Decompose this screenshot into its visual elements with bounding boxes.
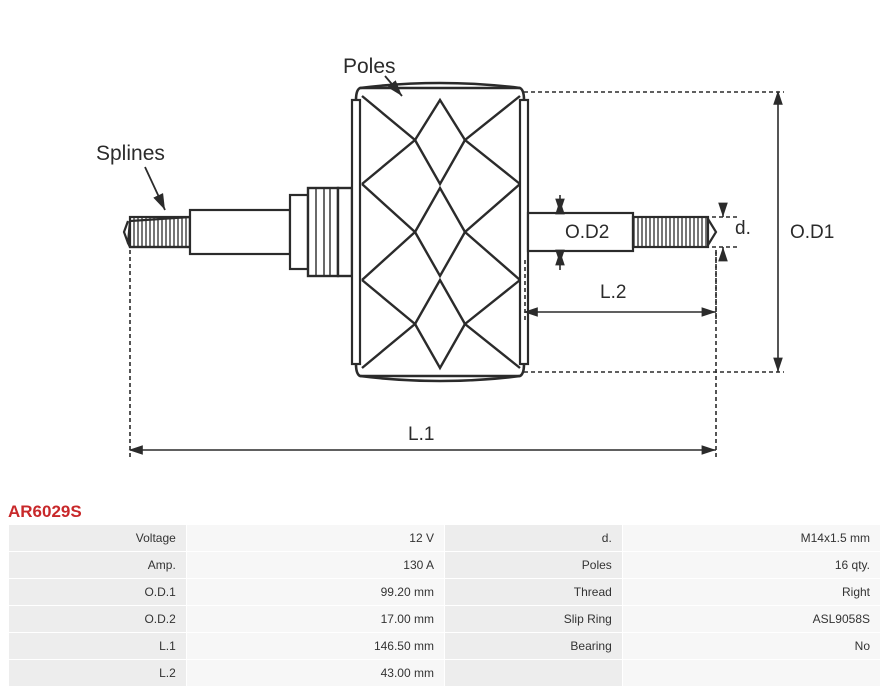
spec-value: No: [623, 633, 880, 659]
table-row: L.1146.50 mmBearingNo: [9, 633, 880, 659]
label-l1: L.1: [408, 424, 434, 446]
spec-value: 16 qty.: [623, 552, 880, 578]
spec-value: Right: [623, 579, 880, 605]
spec-value: 130 A: [187, 552, 444, 578]
spec-label: L.2: [9, 660, 186, 686]
spec-label: Slip Ring: [445, 606, 622, 632]
spec-value: 12 V: [187, 525, 444, 551]
table-row: O.D.199.20 mmThreadRight: [9, 579, 880, 605]
label-l2: L.2: [600, 282, 626, 304]
spec-table: Voltage12 Vd.M14x1.5 mmAmp.130 APoles16 …: [8, 524, 881, 687]
spec-label: O.D.2: [9, 606, 186, 632]
spec-value: 17.00 mm: [187, 606, 444, 632]
spec-value: M14x1.5 mm: [623, 525, 880, 551]
spec-label: Bearing: [445, 633, 622, 659]
technical-diagram: Poles Splines O.D1 O.D2 d. L.1 L.2: [0, 0, 889, 490]
spec-label: Poles: [445, 552, 622, 578]
table-row: O.D.217.00 mmSlip RingASL9058S: [9, 606, 880, 632]
table-row: Voltage12 Vd.M14x1.5 mm: [9, 525, 880, 551]
spec-value: 146.50 mm: [187, 633, 444, 659]
label-d: d.: [735, 218, 751, 240]
label-splines: Splines: [96, 142, 165, 166]
label-od1: O.D1: [790, 222, 834, 244]
spec-label: O.D.1: [9, 579, 186, 605]
spec-label: Voltage: [9, 525, 186, 551]
table-row: L.243.00 mm: [9, 660, 880, 686]
label-od2: O.D2: [565, 222, 609, 244]
label-poles: Poles: [343, 55, 396, 79]
spec-label: d.: [445, 525, 622, 551]
rotor-drawing: [0, 0, 889, 490]
spec-value: [623, 660, 880, 686]
spec-label: Amp.: [9, 552, 186, 578]
spec-label: L.1: [9, 633, 186, 659]
part-number: AR6029S: [8, 502, 82, 522]
spec-label: Thread: [445, 579, 622, 605]
table-row: Amp.130 APoles16 qty.: [9, 552, 880, 578]
spec-label: [445, 660, 622, 686]
spec-value: 99.20 mm: [187, 579, 444, 605]
spec-value: 43.00 mm: [187, 660, 444, 686]
spec-value: ASL9058S: [623, 606, 880, 632]
